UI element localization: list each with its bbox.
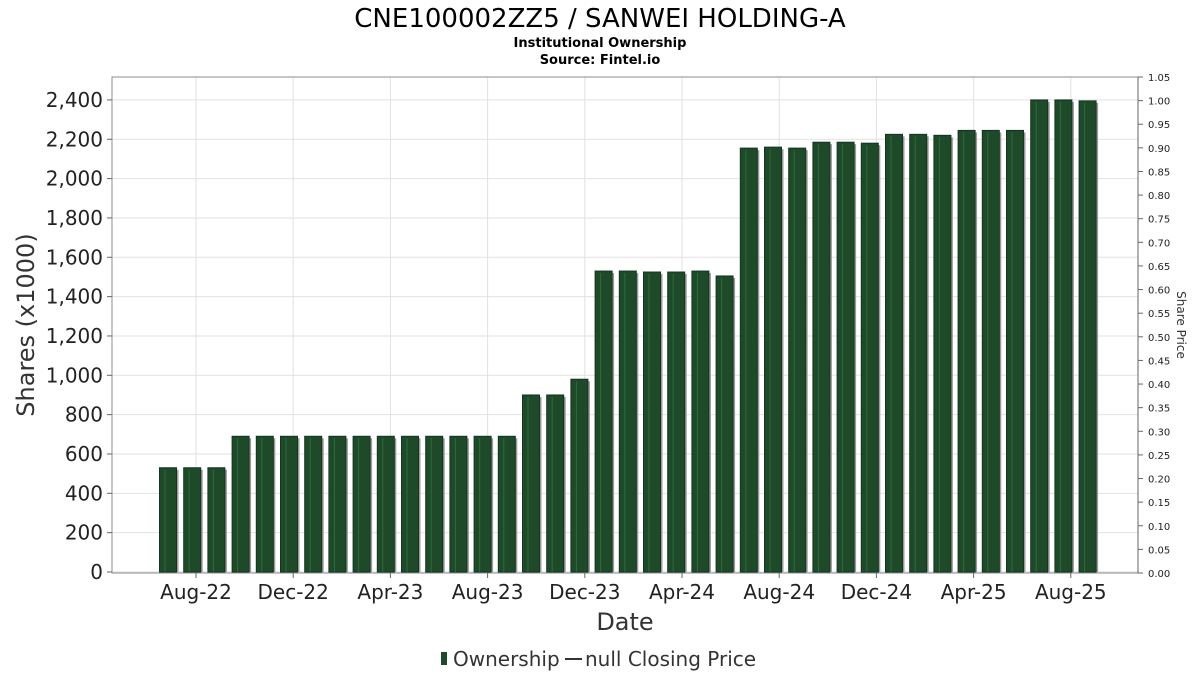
y2-tick-label: 0.10 (1148, 522, 1170, 533)
bar (522, 394, 540, 573)
x-tick-label: Aug-25 (1035, 580, 1107, 604)
bar (376, 435, 395, 573)
y2-tick-label: 0.60 (1148, 286, 1170, 297)
bar (885, 133, 903, 573)
x-axis-title: Date (596, 608, 653, 636)
y2-tick-label: 0.35 (1148, 404, 1170, 415)
y2-tick-label: 0.15 (1148, 498, 1170, 509)
y-tick-label: 1,600 (46, 245, 103, 269)
y-tick-label: 2,200 (46, 127, 103, 151)
y2-tick-label: 0.70 (1148, 238, 1170, 249)
y2-tick-label: 0.65 (1148, 262, 1170, 273)
y-tick-label: 1,400 (46, 285, 103, 309)
bar (425, 435, 444, 573)
bar (328, 435, 347, 573)
y-tick-label: 0 (90, 560, 103, 584)
bar (1078, 100, 1097, 573)
bar (449, 435, 468, 573)
bar (1030, 99, 1049, 573)
legend-ownership-label: Ownership (453, 647, 560, 671)
bar (159, 467, 177, 573)
y-tick-label: 600 (65, 442, 103, 466)
bar (207, 467, 226, 573)
y-axis-left: 0 200 400 600 800 1,000 1,200 1,400 1,600 1,800 2,… (46, 88, 112, 584)
bar (231, 435, 250, 573)
y2-tick-label: 0.05 (1148, 545, 1170, 556)
bar (739, 147, 758, 573)
bar (255, 435, 274, 573)
bar (304, 435, 323, 573)
bar (667, 271, 686, 573)
legend: Ownership null Closing Price (441, 647, 756, 671)
x-tick-label: Dec-24 (841, 580, 912, 604)
x-tick-label: Aug-24 (743, 580, 815, 604)
y2-tick-label: 0.20 (1148, 475, 1170, 486)
y2-tick-label: 0.30 (1148, 427, 1170, 438)
legend-price-label: null Closing Price (585, 647, 756, 671)
bar (546, 394, 565, 573)
legend-ownership-swatch (441, 652, 447, 665)
bar (788, 147, 807, 573)
chart-subtitle: Institutional Ownership (514, 36, 687, 51)
x-tick-label: Apr-24 (649, 580, 715, 604)
chart-source: Source: Fintel.io (540, 53, 661, 68)
y-tick-label: 1,800 (46, 206, 103, 230)
x-tick-label: Dec-22 (258, 580, 329, 604)
y2-tick-label: 0.50 (1148, 333, 1170, 344)
chart-title: CNE100002ZZ5 / SANWEI HOLDING-A (354, 4, 846, 34)
y-tick-label: 800 (65, 403, 103, 427)
y2-axis-title: Share Price (1174, 291, 1188, 359)
y-tick-label: 2,000 (46, 167, 103, 191)
bars-group (159, 99, 1099, 573)
bar (715, 275, 734, 573)
y2-tick-label: 0.80 (1148, 191, 1170, 202)
x-tick-label: Apr-25 (941, 580, 1007, 604)
bar (497, 435, 516, 573)
y2-tick-label: 0.75 (1148, 215, 1170, 226)
x-tick-label: Aug-23 (452, 580, 524, 604)
y2-tick-label: 0.95 (1148, 120, 1170, 131)
y-axis-right: 0.00 0.05 0.10 0.15 0.20 0.25 0.30 0.35 0.40 0.45… (1137, 73, 1170, 580)
y-tick-label: 400 (65, 481, 103, 505)
x-tick-label: Dec-23 (549, 580, 620, 604)
bar (764, 146, 782, 573)
bar (860, 142, 879, 573)
y-tick-label: 200 (65, 521, 103, 545)
y-axis-title: Shares (x1000) (12, 233, 40, 416)
bar (280, 435, 298, 573)
x-tick-label: Aug-22 (160, 580, 232, 604)
y2-tick-label: 0.25 (1148, 451, 1170, 462)
bar (909, 133, 928, 573)
y2-tick-label: 0.00 (1148, 569, 1170, 580)
bar (1006, 129, 1024, 573)
x-tick-label: Apr-23 (357, 580, 423, 604)
bar (618, 270, 637, 573)
y2-tick-label: 0.85 (1148, 167, 1170, 178)
bar (401, 435, 419, 573)
y2-tick-label: 0.90 (1148, 144, 1170, 155)
bar (812, 141, 831, 573)
y2-tick-label: 1.00 (1148, 97, 1170, 108)
y2-tick-label: 0.55 (1148, 309, 1170, 320)
bar (643, 271, 661, 573)
y2-tick-label: 1.05 (1148, 73, 1170, 84)
y-tick-label: 1,000 (46, 363, 103, 387)
y2-tick-label: 0.40 (1148, 380, 1170, 391)
bar (933, 134, 952, 573)
bar (1054, 99, 1073, 573)
bar (594, 270, 613, 573)
bar (570, 378, 589, 573)
bar (183, 467, 202, 573)
bar (352, 435, 371, 573)
bar (957, 129, 976, 573)
y-tick-label: 1,200 (46, 324, 103, 348)
y2-tick-label: 0.45 (1148, 356, 1170, 367)
y-tick-label: 2,400 (46, 88, 103, 112)
x-axis: Aug-22 Dec-22 Apr-23 Aug-23 Dec-23 Apr-24 Aug-… (160, 573, 1107, 604)
bar (473, 435, 492, 573)
bar (691, 270, 710, 573)
bar (981, 129, 1000, 573)
bar (836, 141, 855, 573)
